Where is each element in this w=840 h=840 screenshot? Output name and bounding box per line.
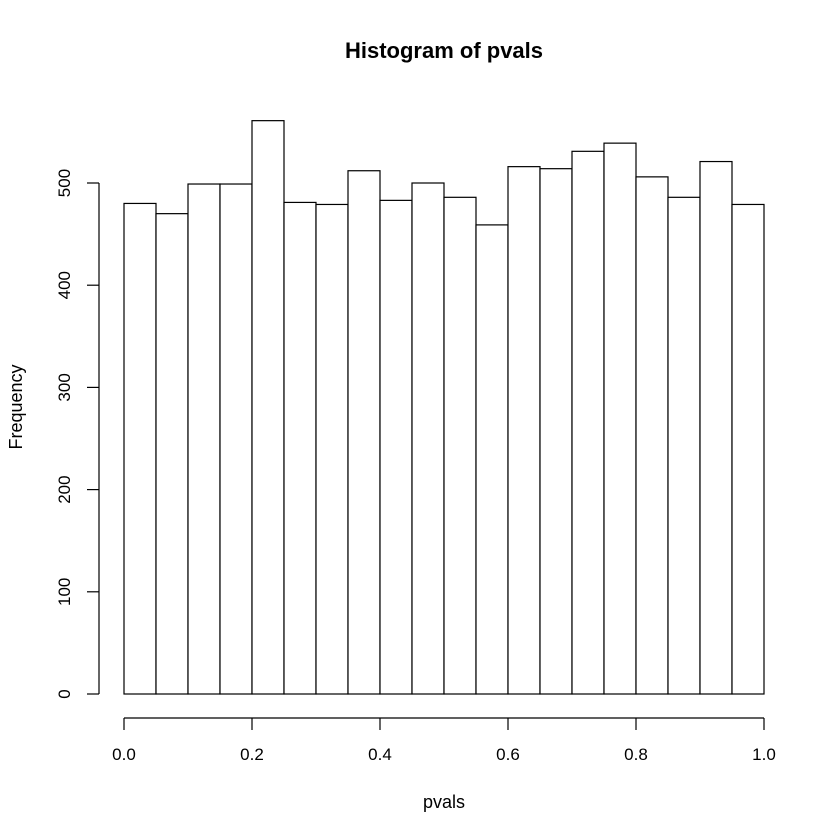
y-tick-label: 0 (55, 689, 74, 698)
x-tick-label: 0.6 (496, 745, 520, 764)
histogram-bar (219, 183, 253, 695)
histogram-bar (347, 170, 381, 695)
histogram-bar (667, 196, 701, 695)
y-tick-label: 200 (55, 475, 74, 503)
histogram-bar (635, 176, 669, 695)
histogram-bar (443, 196, 477, 695)
y-axis: 0 100 200 300 400 500 (55, 169, 100, 699)
histogram-bar (315, 203, 349, 695)
histogram-bar (571, 150, 605, 695)
x-tick-label: 1.0 (752, 745, 776, 764)
y-tick-label: 100 (55, 578, 74, 606)
histogram-bar (123, 202, 157, 695)
x-tick-label: 0.4 (368, 745, 392, 764)
histogram-bar (731, 203, 765, 695)
x-tick-label: 0.0 (112, 745, 136, 764)
histogram-bar (539, 168, 573, 695)
x-tick-label: 0.2 (240, 745, 264, 764)
histogram-bar (379, 199, 413, 695)
x-axis: 0.0 0.2 0.4 0.6 0.8 1.0 (112, 717, 776, 764)
histogram-bars (123, 120, 765, 695)
y-tick-label: 300 (55, 373, 74, 401)
histogram-bar (251, 120, 285, 695)
y-axis-label: Frequency (6, 364, 26, 449)
histogram-bar (411, 182, 445, 695)
histogram-bar (155, 213, 189, 695)
histogram-bar (187, 183, 221, 695)
y-tick-label: 500 (55, 169, 74, 197)
histogram-bar (507, 166, 541, 695)
histogram-bar (699, 160, 733, 695)
histogram-bar (475, 224, 509, 695)
histogram-bar (603, 142, 637, 695)
chart-title: Histogram of pvals (345, 38, 543, 63)
y-tick-label: 400 (55, 271, 74, 299)
x-axis-label: pvals (423, 792, 465, 812)
histogram-bar (283, 201, 317, 695)
x-tick-label: 0.8 (624, 745, 648, 764)
